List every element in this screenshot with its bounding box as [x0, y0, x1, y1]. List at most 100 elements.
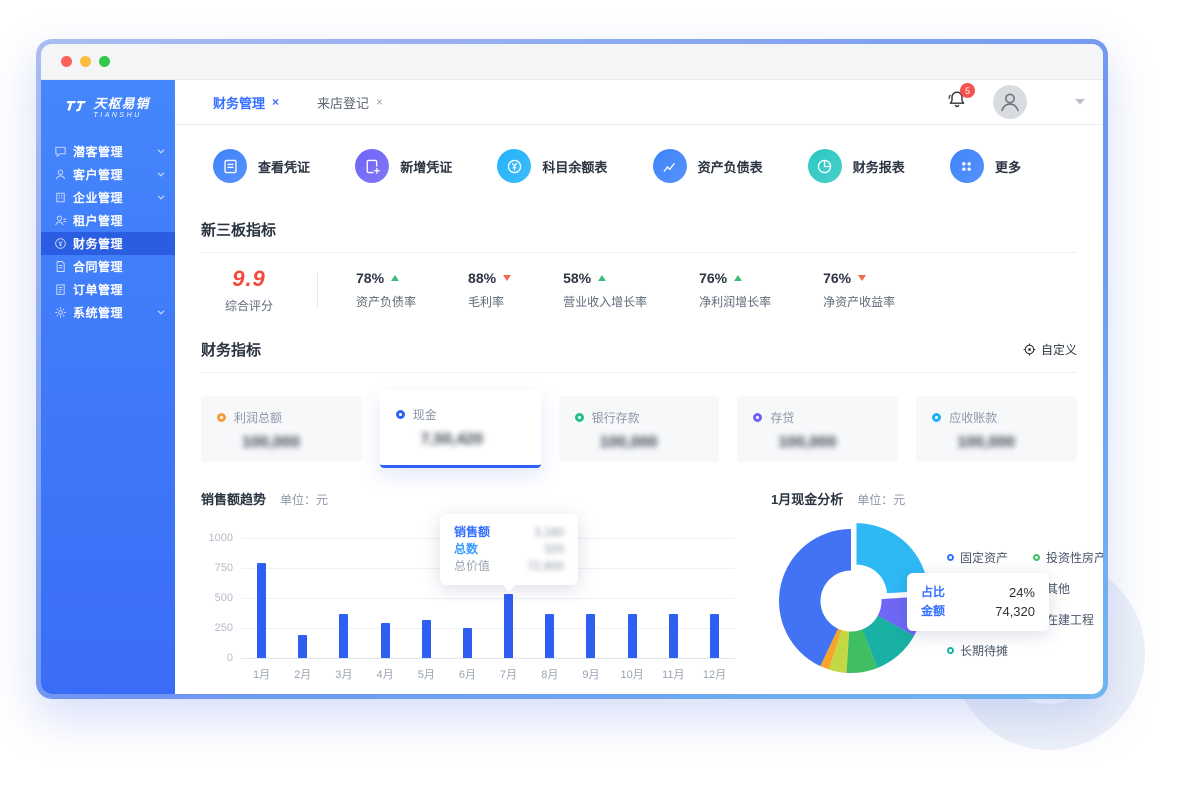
- sales-trend-chart-card: 销售额趋势 单位：元 0 250 500 750 1000 1月 2月 3月 4月 5月 6月 7月 8月…: [201, 489, 741, 694]
- bar-3月[interactable]: [339, 613, 349, 658]
- bar-1月[interactable]: [257, 563, 267, 658]
- metric-净利润增长率: 76% 净利润增长率: [699, 270, 771, 310]
- x-axis-labels: 1月 2月 3月 4月 5月 6月 7月 8月 9月 10月 11月 12月: [241, 666, 735, 682]
- card-label: 利润总额: [234, 411, 283, 425]
- x-axis-tick: 4月: [376, 669, 394, 681]
- quick-action-label: 查看凭证: [258, 159, 311, 175]
- metric-value: 88%: [468, 270, 497, 286]
- bar-column: [406, 619, 447, 658]
- bar-11月[interactable]: [668, 613, 678, 658]
- sidebar-item-enterprise[interactable]: 企业管理: [41, 186, 175, 209]
- bar-column: [282, 635, 323, 658]
- tab-finance[interactable]: 财务管理 ×: [213, 93, 279, 112]
- close-tab-icon[interactable]: ×: [272, 95, 280, 109]
- sidebar-item-finance[interactable]: 财务管理: [41, 232, 175, 255]
- quick-action-add-voucher[interactable]: 新增凭证: [355, 149, 452, 183]
- avatar[interactable]: [993, 85, 1027, 119]
- bar-6月[interactable]: [462, 628, 472, 658]
- tab-label: 来店登记: [317, 95, 370, 111]
- card-dot: [932, 413, 942, 422]
- card-dot: [395, 410, 405, 419]
- tooltip-label: 总数: [454, 542, 479, 556]
- legend-label: 在建工程: [1046, 613, 1095, 627]
- user-menu-chevron[interactable]: [1075, 99, 1085, 105]
- sidebar-item-contract[interactable]: 合同管理: [41, 255, 175, 278]
- legend-dot: [947, 554, 954, 561]
- metric-营业收入增长率: 58% 营业收入增长率: [563, 270, 647, 310]
- donut-slice-3[interactable]: [862, 615, 915, 668]
- x-axis-tick: 6月: [458, 669, 476, 681]
- subject-balance-icon: [497, 149, 532, 183]
- sales-bar-chart: 0 250 500 750 1000 1月 2月 3月 4月 5月 6月 7月 8月 9月 10月 11月 12…: [201, 514, 741, 694]
- legend-item-固定资产[interactable]: 固定资产: [947, 549, 1033, 566]
- notification-bell-button[interactable]: 5: [947, 83, 975, 115]
- bar-2月[interactable]: [298, 635, 308, 658]
- tab-list: 财务管理 × 来店登记 ×: [213, 93, 421, 112]
- donut-slice-5[interactable]: [828, 630, 850, 673]
- finance-card-应收账款[interactable]: 应收账款 100,000: [916, 396, 1077, 462]
- bar-column: [612, 613, 653, 658]
- quick-action-more[interactable]: 更多: [949, 149, 1021, 183]
- card-value: 100,000: [957, 434, 1016, 451]
- score-value: 9.9: [232, 266, 266, 291]
- bar-8月[interactable]: [545, 613, 555, 658]
- tooltip-row: 总价值 72,800: [454, 558, 564, 575]
- tab-visit[interactable]: 来店登记 ×: [317, 93, 383, 112]
- finance-card-利润总额[interactable]: 利润总额 100,000: [201, 396, 362, 462]
- bar-9月[interactable]: [586, 613, 596, 658]
- finance-card-存贷[interactable]: 存贷 100,000: [737, 396, 899, 462]
- donut-chart-title: 1月现金分析 单位：元: [771, 492, 906, 507]
- sidebar-item-customer[interactable]: 客户管理: [41, 163, 175, 186]
- metric-value: 58%: [563, 270, 592, 286]
- chevron-down-icon: [157, 149, 165, 154]
- legend-item-投资性房产[interactable]: 投资性房产: [1033, 549, 1103, 566]
- donut-slice-6[interactable]: [820, 628, 842, 670]
- score-label: 综合评分: [225, 299, 274, 313]
- tooltip-value: 320: [543, 542, 564, 556]
- sidebar-item-prospect[interactable]: 潜客管理: [41, 140, 175, 163]
- quick-action-financial-report[interactable]: 财务报表: [807, 149, 905, 183]
- chevron-down-icon: [157, 172, 165, 177]
- balance-sheet-icon: [652, 149, 687, 183]
- card-value: 7,50,420: [420, 431, 484, 448]
- bar-12月[interactable]: [709, 613, 719, 658]
- more-icon: [949, 149, 984, 183]
- quick-action-balance-sheet[interactable]: 资产负债表: [652, 149, 763, 183]
- legend-item-长期待摊[interactable]: 长期待摊: [947, 642, 1033, 659]
- zoom-window-button[interactable]: [99, 56, 110, 67]
- bar-column: [570, 613, 611, 658]
- close-window-button[interactable]: [61, 56, 72, 67]
- metric-value: 78%: [356, 270, 385, 286]
- order-icon: [54, 283, 67, 296]
- add-voucher-icon: [355, 149, 390, 183]
- metric-list: 78% 资产负债率 88% 毛利率 58% 营业收入增长率 76% 净利润增长率 76% 净资产收…: [356, 270, 947, 310]
- chevron-down-icon: [157, 195, 165, 200]
- bar-7月[interactable]: [504, 594, 514, 658]
- sidebar-item-tenant[interactable]: 租户管理: [41, 209, 175, 232]
- sidebar-item-settings[interactable]: 系统管理: [41, 301, 175, 324]
- bar-column: [323, 613, 364, 658]
- minimize-window-button[interactable]: [80, 56, 91, 67]
- donut-tooltip-value: 74,320: [995, 604, 1035, 619]
- finance-card-现金[interactable]: 现金 7,50,420: [379, 390, 541, 468]
- close-tab-icon[interactable]: ×: [376, 95, 384, 109]
- sidebar-item-order[interactable]: 订单管理: [41, 278, 175, 301]
- metric-label: 净利润增长率: [699, 295, 772, 309]
- donut-slice-4[interactable]: [846, 629, 878, 674]
- bar-4月[interactable]: [380, 623, 390, 658]
- section-title-finance: 财务指标: [201, 342, 262, 359]
- quick-action-view-voucher[interactable]: 查看凭证: [213, 149, 310, 183]
- donut-slice-7[interactable]: [778, 529, 851, 667]
- quick-action-subject-balance[interactable]: 科目余额表: [497, 149, 607, 183]
- donut-tooltip-label: 占比: [921, 585, 946, 599]
- customer-icon: [54, 168, 67, 181]
- finance-card-银行存款[interactable]: 银行存款 100,000: [558, 396, 720, 462]
- bar-5月[interactable]: [421, 619, 431, 658]
- customize-button[interactable]: 自定义: [1023, 341, 1077, 358]
- y-axis-tick: 500: [214, 592, 233, 604]
- card-label: 存贷: [770, 411, 795, 425]
- tooltip-label: 销售额: [454, 525, 491, 539]
- gridline: [241, 658, 735, 659]
- bar-10月[interactable]: [627, 613, 637, 658]
